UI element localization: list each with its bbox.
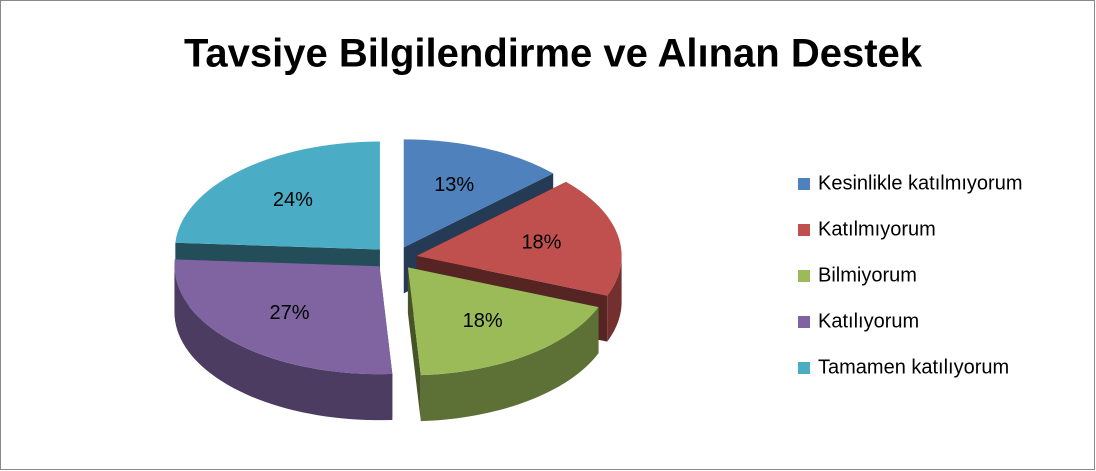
data-label: 18% <box>463 310 503 332</box>
data-label: 27% <box>270 302 310 324</box>
legend-label: Katılmıyorum <box>818 218 936 240</box>
slice-side <box>174 266 393 421</box>
slice-wall <box>407 267 421 422</box>
legend-label: Bilmiyorum <box>818 264 917 286</box>
pie-slice <box>175 141 380 250</box>
data-label: 18% <box>521 232 561 254</box>
legend-swatch <box>798 316 810 328</box>
legend-label: Katılıyorum <box>818 310 919 332</box>
chart-title: Tavsiye Bilgilendirme ve Alınan Destek <box>184 32 923 76</box>
pie-slice <box>416 181 622 296</box>
pie-slice <box>174 259 393 375</box>
legend-label: Kesinlikle katılmıyorum <box>818 172 1023 194</box>
pie-slice <box>403 139 554 248</box>
slice-side <box>420 307 599 422</box>
pie-tops: 13% 18% 18% 27% 24% <box>174 139 622 376</box>
data-label: 24% <box>273 189 313 211</box>
pie-slice <box>407 267 599 376</box>
legend-swatch <box>798 362 810 374</box>
data-label: 13% <box>434 174 474 196</box>
legend-label: Tamamen katılıyorum <box>818 356 1009 378</box>
legend-swatch <box>798 178 810 190</box>
legend-swatch <box>798 224 810 236</box>
slice-side <box>607 255 622 342</box>
legend-swatch <box>798 270 810 282</box>
